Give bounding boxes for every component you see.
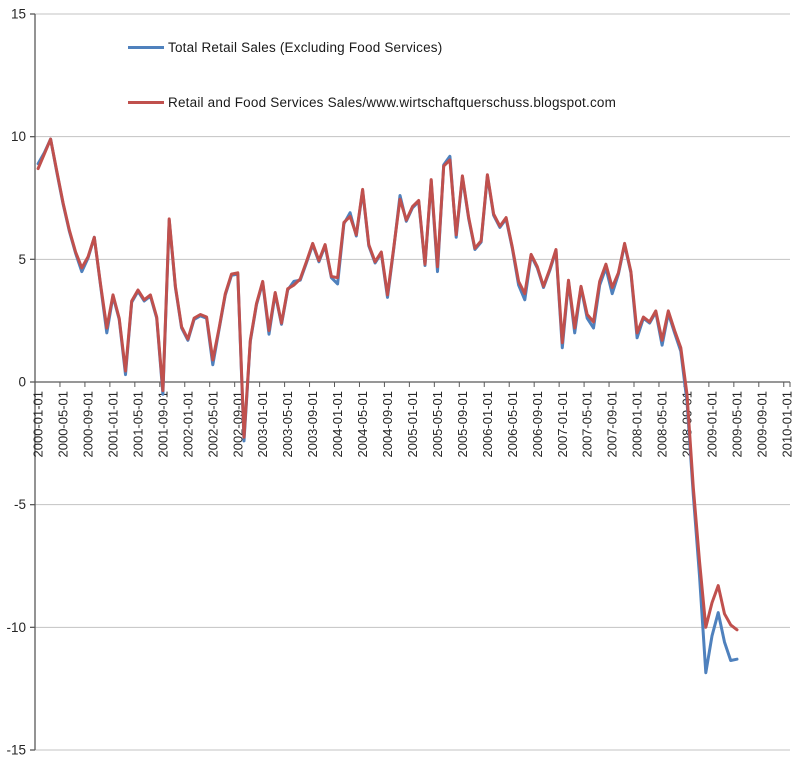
x-axis-label-2009-05-01: 2009-05-01 (729, 391, 744, 458)
x-axis-label-2003-01-01: 2003-01-01 (255, 391, 270, 458)
x-axis-label-2009-09-01: 2009-09-01 (754, 391, 769, 458)
x-axis-label-2000-01-01: 2000-01-01 (31, 391, 46, 458)
x-axis-label-2007-09-01: 2007-09-01 (605, 391, 620, 458)
y-axis-label-15: 15 (11, 7, 26, 22)
y-axis-label-0: 0 (18, 375, 26, 390)
x-axis-label-2006-01-01: 2006-01-01 (480, 391, 495, 458)
x-axis-label-2007-05-01: 2007-05-01 (580, 391, 595, 458)
x-axis-label-2006-05-01: 2006-05-01 (505, 391, 520, 458)
x-axis-label-2004-05-01: 2004-05-01 (355, 391, 370, 458)
x-axis-label-2009-01-01: 2009-01-01 (705, 391, 720, 458)
x-axis-label-2004-09-01: 2004-09-01 (380, 391, 395, 458)
x-axis-label-2005-09-01: 2005-09-01 (455, 391, 470, 458)
legend-swatch-blue-line (128, 46, 164, 49)
x-axis-label-2006-09-01: 2006-09-01 (530, 391, 545, 458)
legend-swatch-red-line (128, 101, 164, 104)
x-axis-label-2000-09-01: 2000-09-01 (81, 391, 96, 458)
y-axis-label-5: 5 (18, 252, 26, 267)
x-axis-label-2001-09-01: 2001-09-01 (155, 391, 170, 458)
x-axis-label-2004-01-01: 2004-01-01 (330, 391, 345, 458)
y-axis-label--15: -15 (6, 743, 26, 758)
x-axis-label-2005-05-01: 2005-05-01 (430, 391, 445, 458)
series-line-retail-and-food-services (36, 137, 739, 632)
x-axis-label-2008-05-01: 2008-05-01 (655, 391, 670, 458)
x-axis-label-2001-01-01: 2001-01-01 (105, 391, 120, 458)
x-axis-label-2000-05-01: 2000-05-01 (56, 391, 71, 458)
legend-item-total-retail: Total Retail Sales (Excluding Food Servi… (128, 40, 442, 55)
x-axis-label-2002-01-01: 2002-01-01 (180, 391, 195, 458)
legend-label: Total Retail Sales (Excluding Food Servi… (168, 40, 443, 55)
y-axis-label-10: 10 (11, 129, 26, 144)
legend-label: Retail and Food Services Sales/www.wirts… (168, 95, 617, 110)
x-axis-label-2003-05-01: 2003-05-01 (280, 391, 295, 458)
y-axis-label--10: -10 (6, 620, 26, 635)
x-axis-label-2001-05-01: 2001-05-01 (130, 391, 145, 458)
x-axis-label-2007-01-01: 2007-01-01 (555, 391, 570, 458)
x-axis-label-2003-09-01: 2003-09-01 (305, 391, 320, 458)
x-axis-label-2002-05-01: 2002-05-01 (205, 391, 220, 458)
x-axis-label-2005-01-01: 2005-01-01 (405, 391, 420, 458)
y-axis-label--5: -5 (14, 497, 26, 512)
x-axis-label-2008-01-01: 2008-01-01 (630, 391, 645, 458)
x-axis-label-2010-01-01: 2010-01-01 (779, 391, 794, 458)
legend-item-retail-food-services: Retail and Food Services Sales/www.wirts… (128, 95, 616, 110)
